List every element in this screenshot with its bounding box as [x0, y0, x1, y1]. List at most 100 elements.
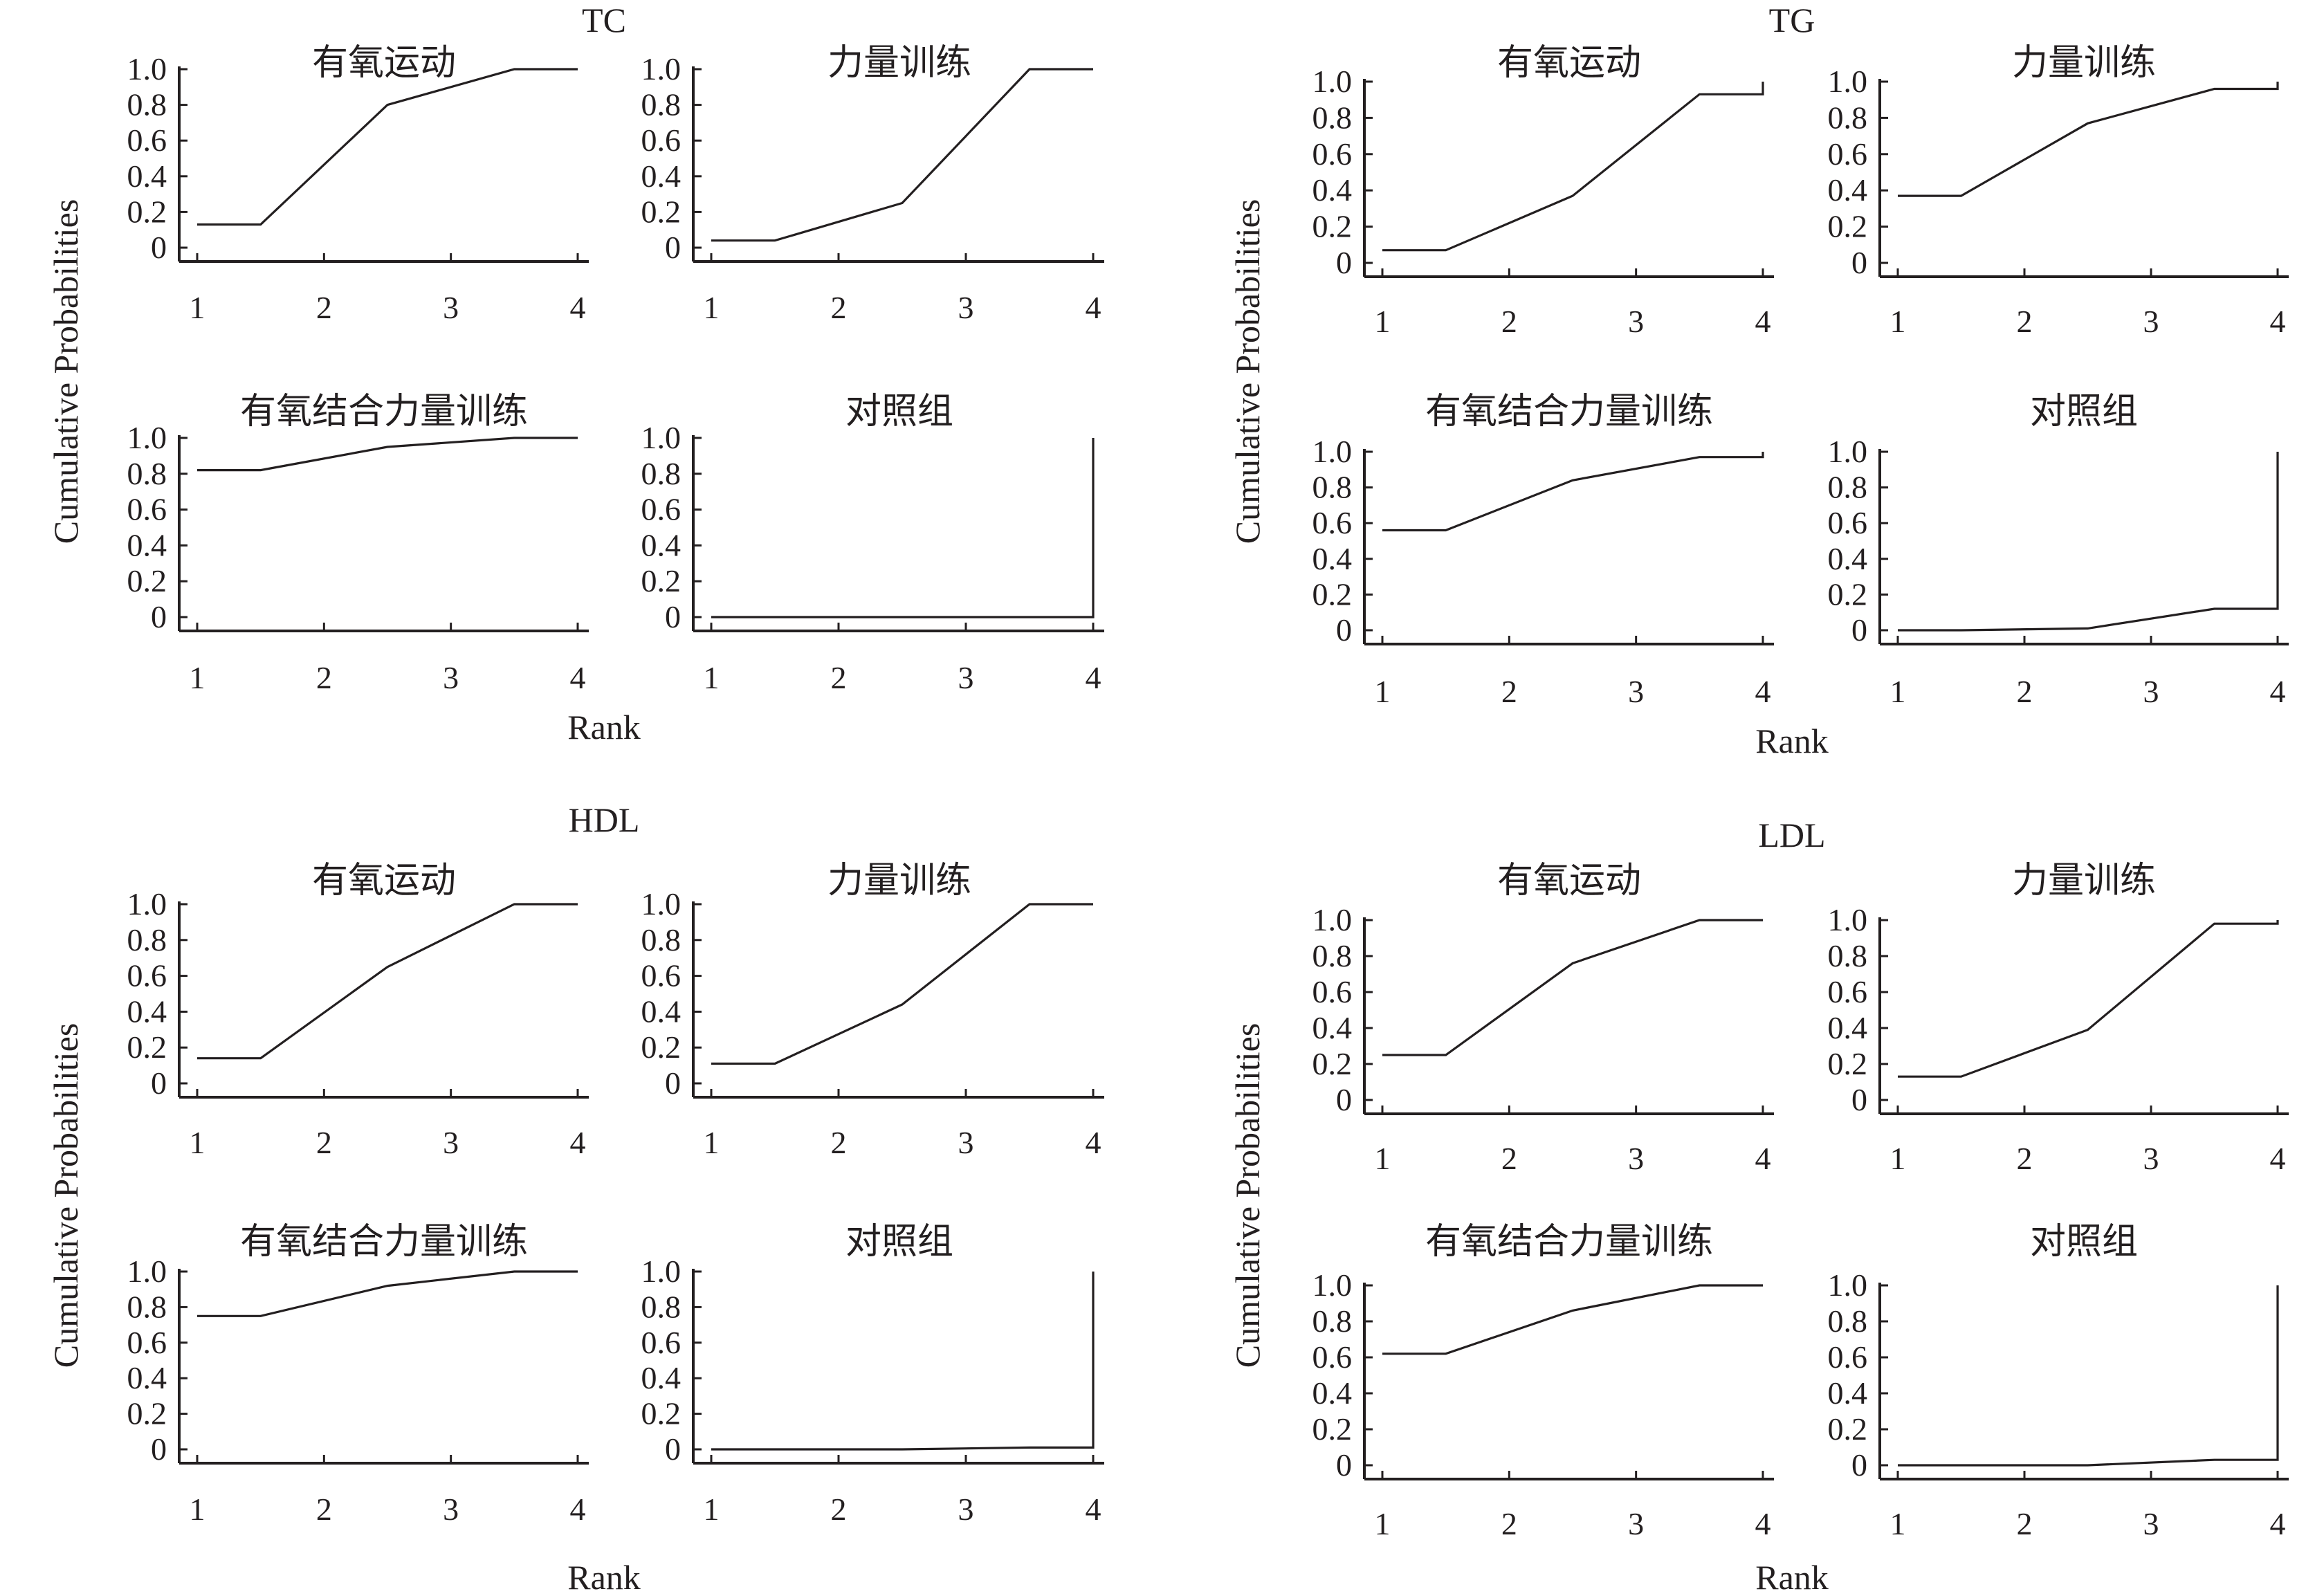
y-tick-label: 0	[665, 230, 681, 265]
y-tick-label: 0.2	[1828, 1411, 1868, 1447]
panel-title: 对照组	[845, 392, 953, 432]
y-tick-label: 0.8	[641, 87, 681, 122]
y-tick-label: 1.0	[1828, 434, 1868, 469]
panel-title: 有氧运动	[1497, 861, 1641, 901]
y-tick-label: 1.0	[641, 1254, 681, 1289]
y-tick-label: 0.2	[641, 1396, 681, 1431]
y-tick-label: 0.2	[1828, 209, 1868, 244]
x-tick-label: 4	[2270, 1141, 2286, 1176]
y-tick-label: 0.6	[127, 958, 167, 993]
x-tick-label: 2	[831, 290, 847, 325]
x-tick-label: 2	[831, 660, 847, 695]
x-tick-label: 3	[443, 1125, 459, 1160]
x-tick-label: 1	[1890, 674, 1906, 709]
y-tick-label: 0.4	[1312, 1010, 1353, 1045]
x-tick-label: 4	[1086, 1492, 1101, 1527]
x-tick-label: 1	[704, 1492, 720, 1527]
x-tick-label: 1	[1890, 1141, 1906, 1176]
y-tick-label: 0.4	[1828, 541, 1868, 576]
y-tick-label: 0.8	[1828, 100, 1868, 135]
y-tick-label: 0	[1851, 1447, 1867, 1483]
x-tick-label: 1	[190, 1492, 205, 1527]
x-tick-label: 3	[443, 290, 459, 325]
panel-hdl-3: 有氧结合力量训练 00.20.40.60.81.0 1 2 3 4	[127, 1222, 589, 1527]
x-tick-label: 2	[1501, 674, 1517, 709]
y-tick-label: 1.0	[641, 51, 681, 86]
y-tick-label: 0.4	[641, 1360, 681, 1395]
x-tick-label: 2	[2017, 1141, 2033, 1176]
x-tick-label: 3	[958, 1125, 974, 1160]
panel-title: 对照组	[2030, 1222, 2138, 1262]
y-tick-label: 1.0	[641, 420, 681, 455]
panel-tg-1: 有氧运动 00.20.40.60.81.0 1 2 3 4	[1312, 44, 1774, 339]
y-tick-label: 0.6	[1828, 505, 1868, 540]
y-tick-label: 0	[1336, 1447, 1352, 1483]
y-tick-label: 0.6	[127, 492, 167, 527]
y-tick-label: 0	[151, 230, 167, 265]
series-line	[1898, 82, 2279, 197]
y-tick-label: 1.0	[127, 51, 167, 86]
x-tick-label: 3	[443, 660, 459, 695]
panel-ldl-2: 力量训练 00.20.40.60.81.0 1 2 3 4	[1828, 861, 2289, 1176]
x-tick-label: 1	[704, 290, 720, 325]
series-line	[1382, 1284, 1763, 1355]
x-tick-label: 2	[2017, 674, 2033, 709]
panel-title: 力量训练	[2012, 44, 2156, 83]
y-tick-label: 1.0	[641, 886, 681, 921]
y-tick-label: 0.4	[127, 527, 167, 562]
x-tick-label: 3	[958, 660, 974, 695]
x-tick-label: 3	[1628, 304, 1644, 339]
panel-title: 力量训练	[827, 44, 971, 83]
x-tick-label: 4	[570, 1125, 586, 1160]
y-tick-label: 0.8	[1828, 470, 1868, 505]
y-tick-label: 0	[665, 1065, 681, 1101]
y-tick-label: 0	[1851, 245, 1867, 280]
y-tick-label: 0.8	[641, 456, 681, 491]
x-tick-label: 1	[1375, 304, 1391, 339]
y-tick-label: 0.8	[641, 1289, 681, 1324]
y-tick-label: 0	[151, 599, 167, 634]
y-tick-label: 1.0	[1312, 902, 1353, 937]
y-tick-label: 0.8	[127, 922, 167, 957]
y-tick-label: 0	[1851, 1082, 1867, 1117]
y-tick-label: 1.0	[1312, 64, 1353, 99]
x-tick-label: 3	[2143, 1141, 2159, 1176]
y-tick-label: 0.2	[1312, 1411, 1353, 1447]
y-tick-label: 0	[151, 1065, 167, 1101]
y-tick-label: 0.4	[127, 993, 167, 1029]
y-tick-label: 0.4	[641, 993, 681, 1029]
panel-tc-1: 有氧运动 00.20.40.60.81.0 1 2 3 4	[127, 44, 589, 325]
y-tick-label: 0.2	[1828, 576, 1868, 612]
x-tick-label: 3	[2143, 304, 2159, 339]
x-tick-label: 4	[2270, 304, 2286, 339]
series-line	[711, 68, 1093, 242]
x-tick-label: 3	[443, 1492, 459, 1527]
x-tick-label: 4	[570, 290, 586, 325]
x-axis-title-tc: Rank	[567, 708, 641, 746]
group-title-tg: TG	[1769, 1, 1815, 39]
x-tick-label: 2	[1501, 304, 1517, 339]
x-tick-label: 1	[1890, 304, 1906, 339]
y-tick-label: 0.6	[1312, 1339, 1353, 1375]
panel-title: 有氧运动	[1497, 44, 1641, 83]
y-tick-label: 0.8	[1828, 1303, 1868, 1339]
y-tick-label: 0	[1336, 245, 1352, 280]
panel-tg-2: 力量训练 00.20.40.60.81.0 1 2 3 4	[1828, 44, 2289, 339]
x-tick-label: 4	[1755, 1506, 1771, 1541]
y-tick-label: 0.4	[1828, 1010, 1868, 1045]
y-tick-label: 0.2	[127, 1396, 167, 1431]
panel-title: 有氧结合力量训练	[240, 1222, 528, 1262]
x-axis-title-ldl: Rank	[1755, 1558, 1829, 1596]
y-tick-label: 0.2	[1828, 1046, 1868, 1081]
y-tick-label: 1.0	[127, 420, 167, 455]
panel-tg-3: 有氧结合力量训练 00.20.40.60.81.0 1 2 3 4	[1312, 392, 1774, 709]
x-tick-label: 4	[1086, 1125, 1101, 1160]
y-tick-label: 0.4	[1312, 541, 1353, 576]
x-tick-label: 2	[831, 1492, 847, 1527]
y-tick-label: 0.8	[1312, 470, 1353, 505]
panel-tc-4: 对照组 00.20.40.60.81.0 1 2 3 4	[641, 392, 1104, 695]
x-tick-label: 1	[704, 1125, 720, 1160]
panel-title: 有氧运动	[312, 44, 456, 83]
